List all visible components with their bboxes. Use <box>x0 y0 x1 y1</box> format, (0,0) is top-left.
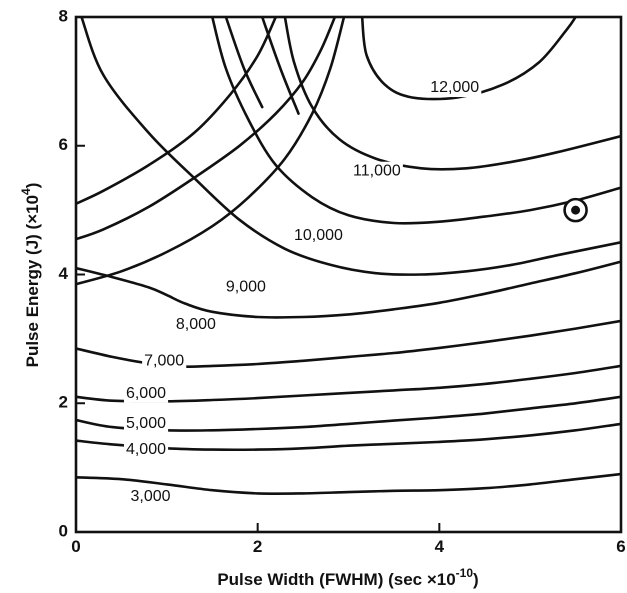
contour-line-14 <box>76 17 346 286</box>
y-axis-ticks: 0 2 4 6 8 <box>59 6 85 540</box>
contour-line-12000 <box>360 17 577 101</box>
data-marker <box>563 197 588 223</box>
y-tick-label: 2 <box>59 393 68 412</box>
y-axis-title: Pulse Energy (J) (×104) <box>19 183 42 368</box>
contour-label-10000: 10,000 <box>294 227 343 244</box>
contour-line-10 <box>224 17 264 109</box>
contour-label-12000: 12,000 <box>430 79 479 96</box>
contour-label-background <box>223 277 269 297</box>
x-tick-label: 4 <box>435 537 445 556</box>
contour-label-background <box>128 486 173 506</box>
contour-line-8000 <box>76 260 621 319</box>
contour-label-5000: 5,000 <box>126 415 166 432</box>
contour-label-background <box>142 351 187 371</box>
x-tick-label: 2 <box>253 537 262 556</box>
contour-label-background <box>173 314 219 334</box>
contour-label-background <box>123 414 169 434</box>
contour-label-9000: 9,000 <box>226 279 266 296</box>
marker-dot <box>571 205 581 215</box>
contour-label-4000: 4,000 <box>126 441 166 458</box>
x-axis-ticks: 0 2 4 6 <box>71 523 626 556</box>
contour-label-background <box>428 78 482 98</box>
contour-labels: 3,000 4,000 5,000 6,000 7,000 8,000 9,000 10,00… <box>123 78 482 506</box>
contour-line-12 <box>76 17 337 241</box>
contour-line-10000 <box>211 17 621 225</box>
contour-line-13 <box>76 17 278 205</box>
x-axis-title: Pulse Width (FWHM) (sec ×10-10) <box>217 566 478 589</box>
contour-label-background <box>123 439 169 459</box>
contour-label-11000: 11,000 <box>353 163 401 180</box>
contour-label-background <box>351 161 403 181</box>
x-tick-label: 0 <box>71 537 80 556</box>
x-tick-label: 6 <box>616 537 625 556</box>
y-tick-label: 6 <box>59 135 68 154</box>
contour-label-7000: 7,000 <box>144 353 184 370</box>
contour-line-9000 <box>80 17 621 276</box>
contour-label-8000: 8,000 <box>176 316 216 333</box>
contour-label-3000: 3,000 <box>131 488 171 505</box>
contour-line-11 <box>260 17 300 115</box>
y-tick-label: 8 <box>59 6 68 25</box>
y-tick-label: 4 <box>59 264 69 283</box>
y-tick-label: 0 <box>59 521 68 540</box>
contour-line-3000 <box>76 472 621 495</box>
contour-label-6000: 6,000 <box>126 385 166 402</box>
contour-label-background <box>123 383 169 403</box>
contour-label-background <box>292 226 346 246</box>
